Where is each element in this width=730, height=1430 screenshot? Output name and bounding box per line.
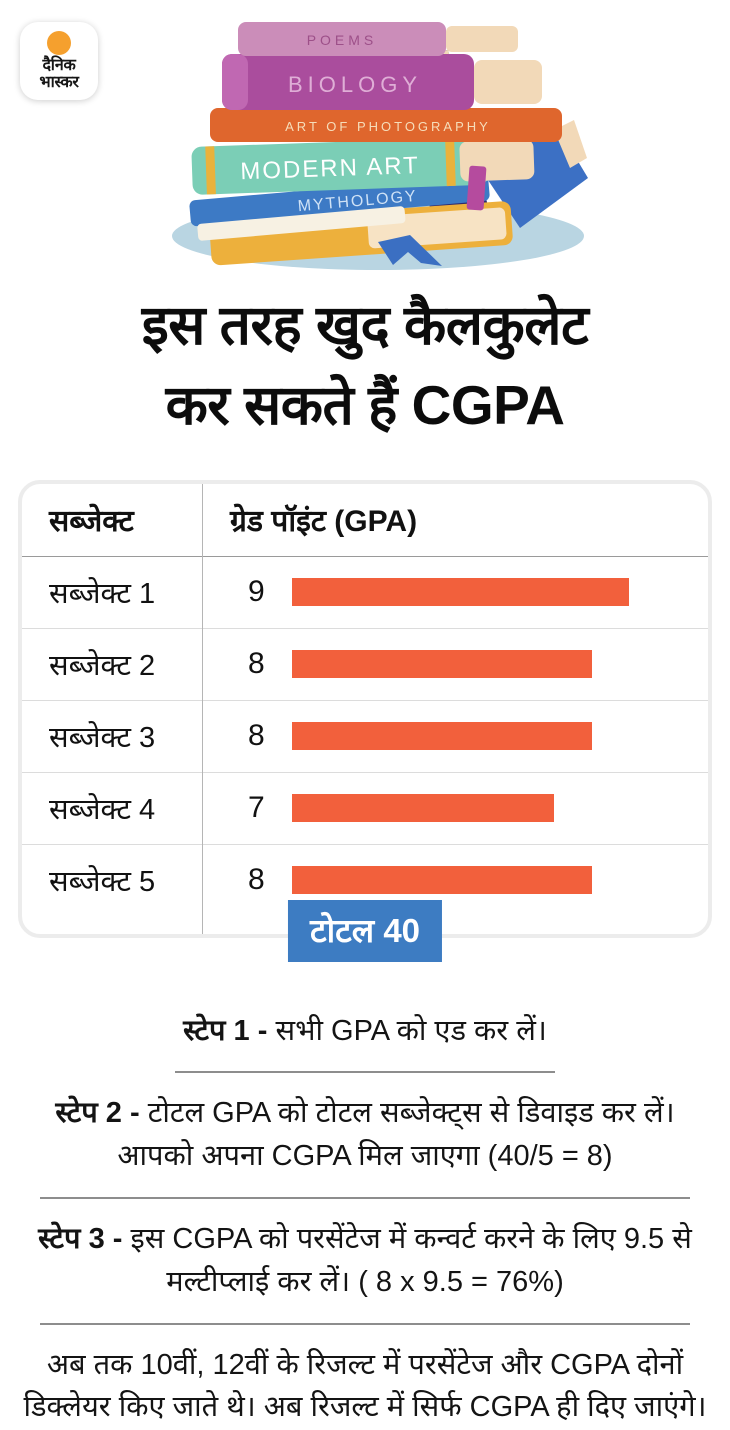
subject-label: सब्जेक्ट 2	[49, 649, 156, 682]
gpa-value: 9	[248, 575, 265, 608]
footer-line2: डिक्लेयर किए जाते थे। अब रिजल्ट में सिर्…	[23, 1391, 707, 1424]
subject-label: सब्जेक्ट 1	[49, 577, 156, 610]
pink-bookmark	[466, 165, 487, 211]
gpa-bar	[292, 866, 592, 894]
gpa-bar	[292, 722, 592, 750]
biology-book-pages	[474, 60, 542, 104]
biology-title: BIOLOGY	[288, 72, 422, 97]
footer-line1: अब तक 10वीं, 12वीं के रिजल्ट में परसेंटे…	[46, 1349, 684, 1382]
gpa-bar	[292, 794, 554, 822]
photography-book	[210, 108, 562, 142]
step-1-label: स्टेप 1 -	[183, 1014, 268, 1047]
gpa-value: 7	[248, 791, 265, 824]
books-stack-illustration: MYTHOLOGY MODERN ART ART OF PHOTOGRAPHY …	[172, 22, 588, 270]
gpa-bar	[292, 650, 592, 678]
hero-section: दैनिक भास्कर MYTHOLOGY MODERN ART	[0, 0, 730, 282]
logo-text-line1: दैनिक	[42, 56, 76, 74]
table-row: सब्जेक्ट 3 8	[22, 701, 708, 773]
subject-label: सब्जेक्ट 4	[49, 793, 156, 826]
modern-art-right-stripe	[445, 137, 456, 187]
logo-sun-icon	[47, 30, 71, 55]
gpa-cell: 8	[202, 719, 708, 753]
table-row: सब्जेक्ट 1 9	[22, 557, 708, 629]
step-1-text: सभी GPA को एड कर लें।	[275, 1014, 547, 1047]
gpa-value: 8	[248, 863, 265, 896]
divider	[40, 1197, 690, 1200]
gpa-cell: 9	[202, 575, 708, 609]
subject-label: सब्जेक्ट 5	[49, 865, 156, 898]
gpa-bar	[292, 578, 629, 606]
page-title-line1: इस तरह खुद कैलकुलेट	[141, 294, 589, 356]
poems-title: POEMS	[307, 32, 378, 48]
steps-section: स्टेप 1 - सभी GPA को एड कर लें। स्टेप 2 …	[0, 1010, 730, 1429]
step-3-text-line1: इस CGPA को परसेंटेज में कन्वर्ट करने के …	[130, 1223, 692, 1256]
photography-title: ART OF PHOTOGRAPHY	[285, 119, 491, 134]
table-row: सब्जेक्ट 4 7	[22, 773, 708, 845]
blue-ribbon-bookmark	[378, 235, 442, 266]
gpa-cell: 7	[202, 791, 708, 825]
divider	[175, 1071, 555, 1074]
divider	[40, 1323, 690, 1326]
modern-art-title: MODERN ART	[240, 152, 420, 185]
blue-leaning-book-pages	[554, 120, 587, 168]
page-title-line2: कर सकते हैं CGPA	[165, 373, 565, 436]
step-2-text-line2: आपको अपना CGPA मिल जाएगा (40/5 = 8)	[117, 1140, 613, 1173]
page-title: इस तरह खुद कैलकुलेट कर सकते हैं CGPA	[0, 286, 730, 446]
step-3: स्टेप 3 - इस CGPA को परसेंटेज में कन्वर्…	[0, 1218, 730, 1304]
table-header-row: सब्जेक्ट ग्रेड पॉइंट (GPA)	[22, 484, 708, 557]
mythology-book-pages	[197, 206, 406, 241]
subject-label: सब्जेक्ट 3	[49, 721, 156, 754]
header-grade-point: ग्रेड पॉइंट (GPA)	[230, 505, 418, 538]
poems-book	[238, 22, 446, 56]
table-row: सब्जेक्ट 5 8	[22, 845, 708, 916]
gpa-value: 8	[248, 647, 265, 680]
mythology-book	[189, 175, 490, 227]
dainik-bhaskar-logo: दैनिक भास्कर	[20, 22, 98, 100]
modern-art-book	[191, 137, 489, 195]
gpa-table: सब्जेक्ट ग्रेड पॉइंट (GPA) सब्जेक्ट 1 9 …	[18, 479, 712, 962]
footer-note: अब तक 10वीं, 12वीं के रिजल्ट में परसेंटे…	[0, 1344, 730, 1428]
logo-text-line2: भास्कर	[39, 73, 79, 91]
biology-book-tab	[222, 54, 248, 110]
gpa-cell: 8	[202, 647, 708, 681]
step-3-label: स्टेप 3 -	[38, 1223, 123, 1256]
step-3-text-line2: मल्टीप्लाई कर लें। ( 8 x 9.5 = 76%)	[166, 1266, 564, 1299]
step-1: स्टेप 1 - सभी GPA को एड कर लें।	[0, 1010, 730, 1053]
total-badge: टोटल 40	[287, 899, 443, 962]
table-row: सब्जेक्ट 2 8	[22, 629, 708, 701]
step-2-label: स्टेप 2 -	[55, 1097, 140, 1130]
step-2: स्टेप 2 - टोटल GPA को टोटल सब्जेक्ट्स से…	[0, 1092, 730, 1178]
step-2-text-line1: टोटल GPA को टोटल सब्जेक्ट्स से डिवाइड कर…	[147, 1097, 675, 1130]
poems-book-pages	[446, 26, 518, 52]
header-subject: सब्जेक्ट	[49, 505, 134, 538]
table-column-divider	[202, 483, 203, 934]
modern-art-left-stripe	[205, 146, 216, 195]
gpa-value: 8	[248, 719, 265, 752]
biology-book	[222, 54, 474, 110]
gpa-cell: 8	[202, 863, 708, 897]
